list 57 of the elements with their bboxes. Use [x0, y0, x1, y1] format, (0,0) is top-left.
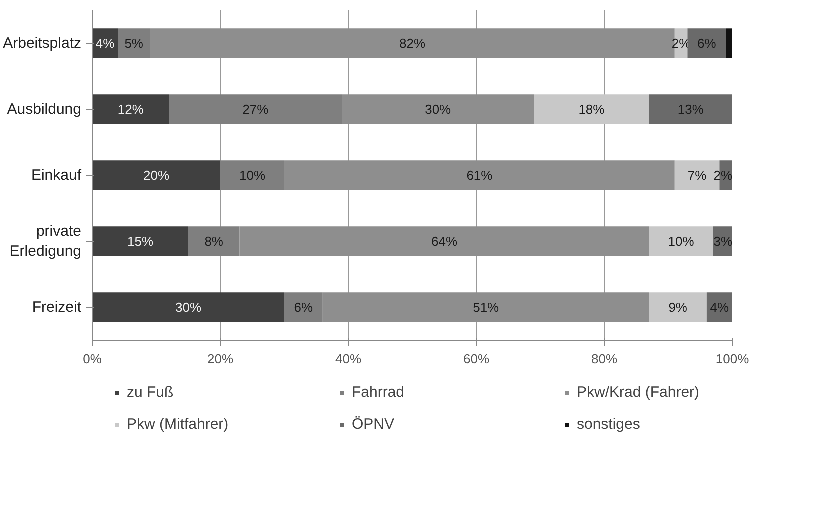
data-label: 12%	[118, 102, 144, 117]
y-tick-label: private Erledigung	[10, 222, 82, 260]
bar	[220, 160, 284, 190]
data-label: 10%	[239, 168, 266, 183]
legend-label: zu Fuß	[127, 384, 175, 401]
bar	[706, 292, 732, 322]
data-label: 64%	[431, 234, 458, 249]
data-label: 20%	[143, 168, 170, 183]
data-label: 30%	[425, 102, 452, 117]
data-label: 13%	[678, 102, 704, 117]
bar	[534, 94, 650, 124]
data-label: 51%	[473, 300, 500, 315]
data-label: 4%	[710, 300, 730, 315]
bar	[92, 226, 188, 256]
y-tick-label: Freizeit	[32, 299, 82, 316]
x-tick-label: 80%	[591, 352, 618, 366]
y-tick-label: Ausbildung	[7, 101, 82, 118]
legend-label: Pkw/Krad (Fahrer)	[577, 384, 701, 401]
bar	[92, 292, 284, 322]
bar	[188, 226, 240, 256]
legend-label: Pkw (Mitfahrer)	[127, 416, 230, 433]
data-label: 6%	[294, 300, 314, 315]
data-label: 15%	[127, 234, 154, 249]
bar	[92, 160, 220, 190]
bar	[118, 28, 150, 58]
data-label: 5%	[124, 36, 144, 51]
bar	[649, 94, 732, 124]
data-label: 30%	[175, 300, 202, 315]
x-tick-label: 100%	[716, 352, 750, 366]
data-label: 6%	[698, 36, 717, 51]
x-tick-label: 0%	[83, 352, 102, 366]
bar	[284, 292, 323, 322]
y-tick-label: Einkauf	[31, 167, 82, 184]
x-tick-label: 60%	[463, 352, 490, 366]
data-label: 27%	[242, 102, 270, 117]
bar	[649, 292, 707, 322]
data-label: 4%	[96, 36, 116, 51]
x-tick-label: 40%	[335, 352, 362, 366]
legend-label: ÖPNV	[352, 416, 396, 433]
bar	[169, 94, 342, 124]
y-tick-label: Arbeitsplatz	[3, 35, 82, 52]
data-label: 3%	[714, 234, 733, 249]
data-label: 7%	[688, 168, 708, 183]
bar	[649, 226, 714, 256]
data-label: 18%	[578, 102, 606, 117]
bar	[688, 28, 726, 58]
data-label: 9%	[668, 300, 688, 315]
bar	[342, 94, 534, 124]
bar	[92, 94, 170, 124]
data-label: 10%	[668, 234, 695, 249]
data-label: 8%	[204, 234, 224, 249]
legend-label: Fahrrad	[352, 384, 406, 401]
data-label: 82%	[399, 36, 426, 51]
bar	[726, 28, 732, 58]
x-tick-label: 20%	[207, 352, 234, 366]
data-label: 61%	[466, 168, 494, 183]
legend-label: sonstiges	[577, 416, 642, 433]
